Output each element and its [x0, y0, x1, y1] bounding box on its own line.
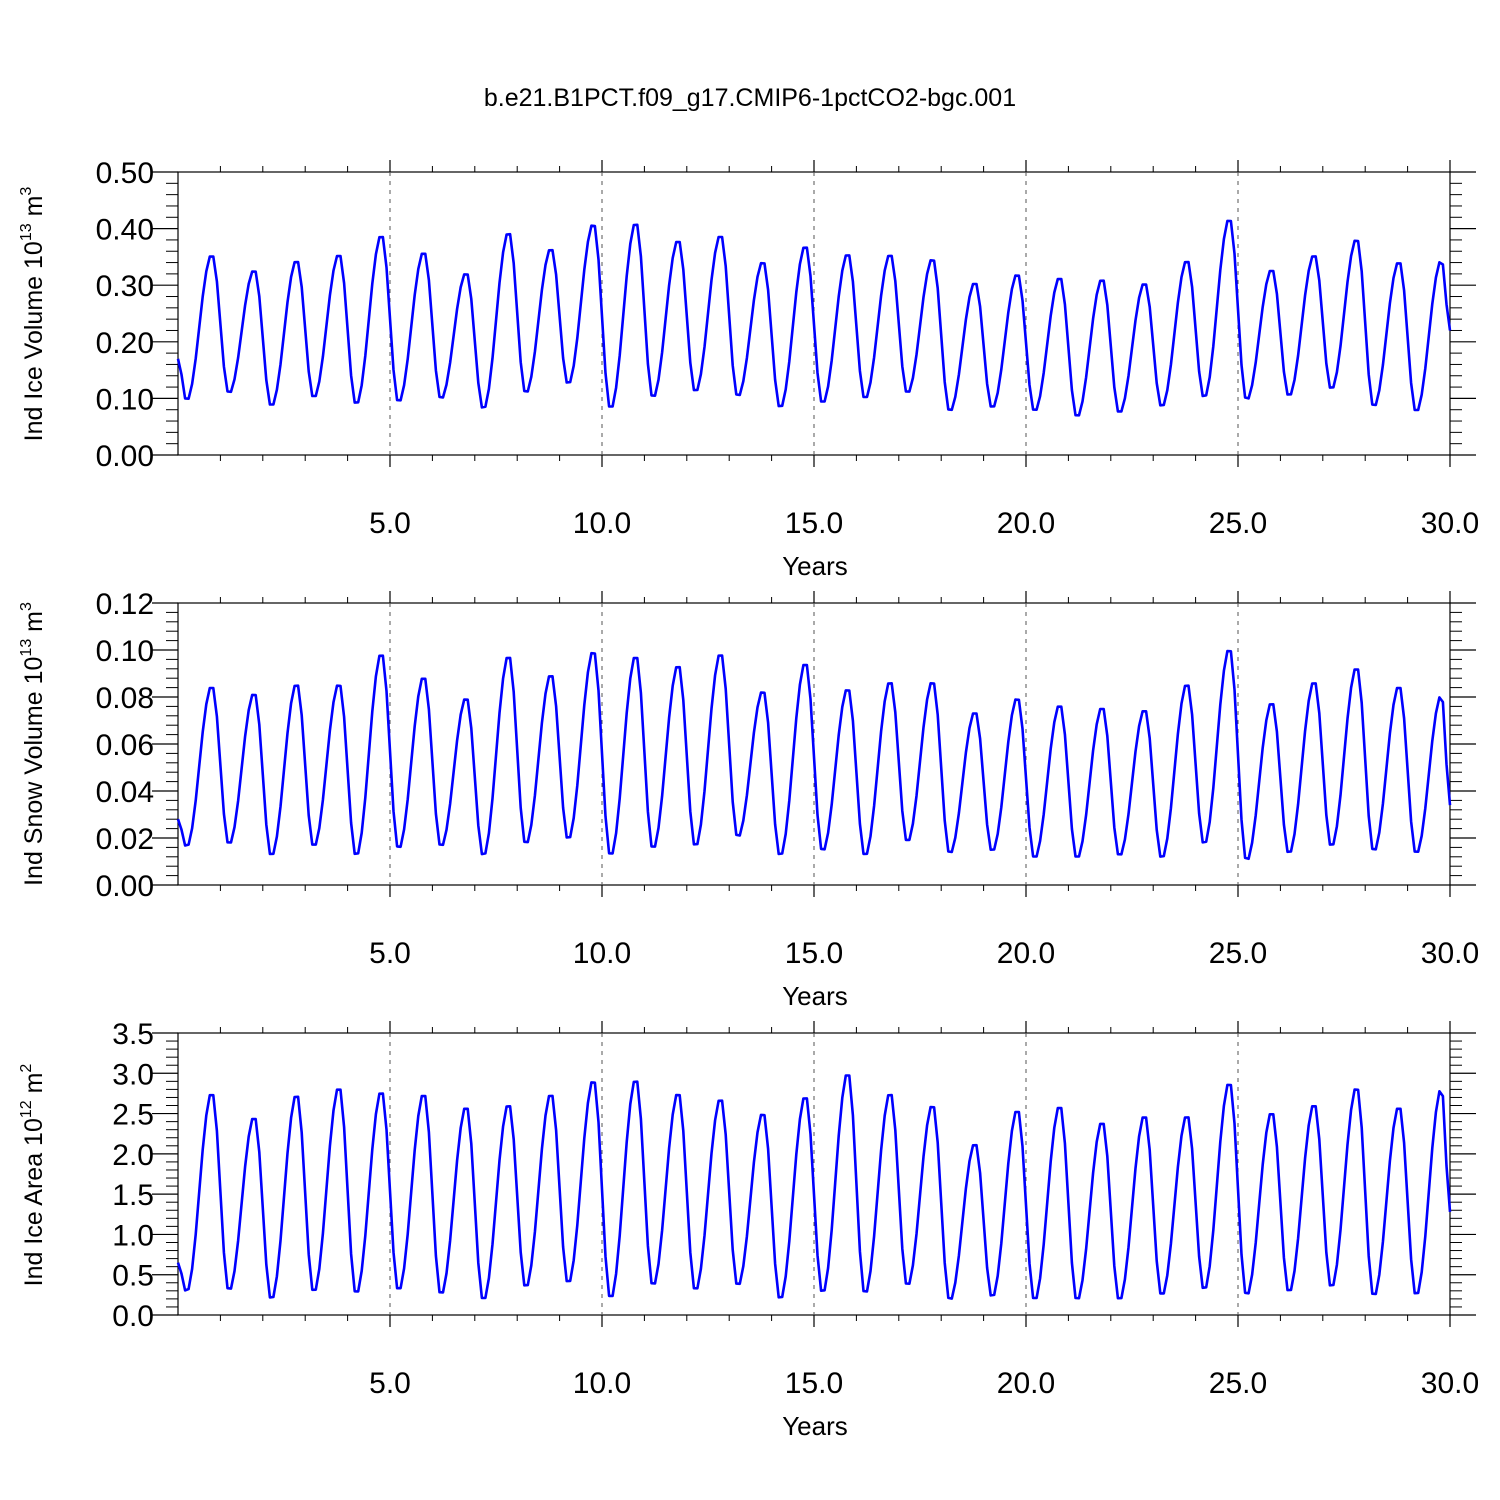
y-axis-label: Ind Ice Volume 1013 m3 — [18, 187, 48, 442]
y-tick-label: 1.0 — [112, 1219, 154, 1252]
y-tick-label: 0.00 — [96, 870, 154, 903]
y-tick-label: 0.50 — [96, 157, 154, 190]
x-tick-label: 15.0 — [785, 937, 843, 970]
chart-panel-1: 5.0 10.0 15.0 20.0 25.0 30.0 0.00 0.10 0.20 0.30 0… — [18, 157, 1479, 581]
y-tick-label: 3.5 — [112, 1018, 154, 1051]
x-tick-label: 10.0 — [573, 937, 631, 970]
x-tick-label: 30.0 — [1421, 937, 1479, 970]
x-tick-label: 15.0 — [785, 507, 843, 540]
x-tick-label: 5.0 — [369, 937, 411, 970]
x-tick-label: 25.0 — [1209, 507, 1267, 540]
y-tick-label: 0.04 — [96, 776, 154, 809]
x-axis-label: Years — [782, 981, 848, 1011]
y-tick-label: 0.30 — [96, 270, 154, 303]
x-axis-label: Years — [782, 1411, 848, 1441]
x-tick-label: 20.0 — [997, 1367, 1055, 1400]
y-tick-label: 2.5 — [112, 1099, 154, 1132]
y-tick-label: 2.0 — [112, 1139, 154, 1172]
y-axis-label: Ind Snow Volume 1013 m3 — [18, 602, 48, 886]
x-tick-label: 5.0 — [369, 1367, 411, 1400]
figure-title: b.e21.B1PCT.f09_g17.CMIP6-1pctCO2-bgc.00… — [483, 84, 1017, 112]
y-tick-label: 0.00 — [96, 440, 154, 473]
y-tick-label: 0.0 — [112, 1300, 154, 1333]
y-tick-label: 1.5 — [112, 1179, 154, 1212]
x-tick-label: 10.0 — [573, 1367, 631, 1400]
x-tick-label: 15.0 — [785, 1367, 843, 1400]
x-axis-label: Years — [782, 551, 848, 581]
x-tick-label: 10.0 — [573, 507, 631, 540]
x-tick-label: 30.0 — [1421, 1367, 1479, 1400]
x-tick-label: 20.0 — [997, 507, 1055, 540]
y-tick-label: 0.06 — [96, 729, 154, 762]
y-tick-label: 0.10 — [96, 635, 154, 668]
y-tick-label: 0.02 — [96, 823, 154, 856]
y-tick-label: 0.08 — [96, 682, 154, 715]
y-tick-label: 0.20 — [96, 327, 154, 360]
x-tick-label: 25.0 — [1209, 937, 1267, 970]
y-axis-label: Ind Ice Area 1012 m2 — [18, 1064, 48, 1287]
x-tick-label: 20.0 — [997, 937, 1055, 970]
x-tick-label: 5.0 — [369, 507, 411, 540]
chart-panel-3: 5.0 10.0 15.0 20.0 25.0 30.0 0.0 0.5 1.0 1.5 2.0 2.… — [18, 1018, 1479, 1441]
x-tick-label: 25.0 — [1209, 1367, 1267, 1400]
x-tick-label: 30.0 — [1421, 507, 1479, 540]
series-line — [176, 649, 1452, 861]
series-line — [176, 1074, 1452, 1300]
y-tick-label: 3.0 — [112, 1058, 154, 1091]
y-tick-label: 0.12 — [96, 588, 154, 621]
chart-panel-2: 5.0 10.0 15.0 20.0 25.0 30.0 0.00 0.02 0.04 0.06 0… — [18, 588, 1479, 1011]
series-line — [176, 219, 1452, 417]
y-tick-label: 0.5 — [112, 1260, 154, 1293]
y-tick-label: 0.40 — [96, 214, 154, 247]
y-tick-label: 0.10 — [96, 383, 154, 416]
